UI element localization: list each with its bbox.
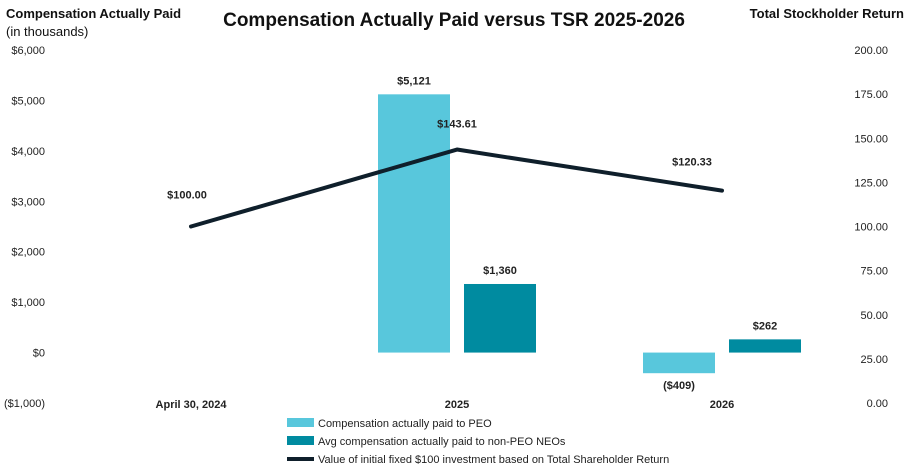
bar-data-label: $1,360: [483, 265, 517, 277]
right-axis-tick-label: 175.00: [854, 89, 888, 101]
tsr-line: [189, 147, 724, 229]
left-axis-tick-label: $3,000: [11, 196, 45, 208]
bar-peo: [643, 352, 715, 374]
bar-data-label: ($409): [663, 380, 695, 392]
right-axis-tick-label: 125.00: [854, 177, 888, 189]
legend-swatch: [287, 436, 314, 445]
x-axis-tick-label: 2026: [710, 399, 734, 411]
bar-neo: [729, 339, 801, 353]
bar-labels: $5,121 ($409) $1,360 $262: [397, 75, 777, 392]
left-axis-label: Compensation Actually Paid: [6, 6, 181, 21]
right-axis-tick-label: 100.00: [854, 222, 888, 234]
right-axis-tick-label: 0.00: [867, 398, 888, 410]
left-axis-tick-label: $4,000: [11, 146, 45, 158]
bars: [378, 94, 801, 374]
left-axis-tick-label: ($1,000): [4, 398, 45, 410]
x-axis-tick-label: 2025: [445, 399, 469, 411]
x-axis-tick-label: April 30, 2024: [156, 399, 228, 411]
x-axis-labels: April 30, 2024 2025 2026: [156, 399, 735, 411]
tsr-data-label: $100.00: [167, 190, 207, 202]
bar-neo: [464, 283, 536, 353]
legend-entry-label: Value of initial fixed $100 investment b…: [318, 454, 669, 466]
legend: Compensation actually paid to PEO Avg com…: [287, 418, 669, 466]
left-axis-sublabel: (in thousands): [6, 24, 88, 39]
right-axis-ticks: 200.00 175.00 150.00 125.00 100.00 75.00 50.00…: [854, 45, 888, 410]
tsr-data-label: $143.61: [437, 119, 477, 131]
right-axis-tick-label: 150.00: [854, 133, 888, 145]
left-axis-ticks: $6,000 $5,000 $4,000 $3,000 $2,000 $1,000 $0 ($…: [4, 45, 45, 410]
legend-swatch: [287, 418, 314, 427]
left-axis-tick-label: $6,000: [11, 45, 45, 57]
bar-data-label: $262: [753, 320, 777, 332]
right-axis-tick-label: 75.00: [860, 266, 888, 278]
left-axis-tick-label: $0: [33, 348, 45, 360]
chart-title: Compensation Actually Paid versus TSR 20…: [223, 10, 685, 31]
left-axis-tick-label: $1,000: [11, 297, 45, 309]
tsr-line-layer: $100.00 $143.61 $120.33: [167, 119, 724, 229]
left-axis-tick-label: $2,000: [11, 247, 45, 259]
left-axis-tick-label: $5,000: [11, 95, 45, 107]
tsr-data-label: $120.33: [672, 157, 712, 169]
bar-data-label: $5,121: [397, 75, 431, 87]
right-axis-tick-label: 200.00: [854, 45, 888, 57]
right-axis-tick-label: 25.00: [860, 354, 888, 366]
bar-peo: [378, 94, 450, 353]
right-axis-tick-label: 50.00: [860, 310, 888, 322]
legend-entry-label: Avg compensation actually paid to non-PE…: [318, 436, 566, 448]
right-axis-label: Total Stockholder Return: [750, 6, 904, 21]
legend-entry-label: Compensation actually paid to PEO: [318, 418, 492, 430]
